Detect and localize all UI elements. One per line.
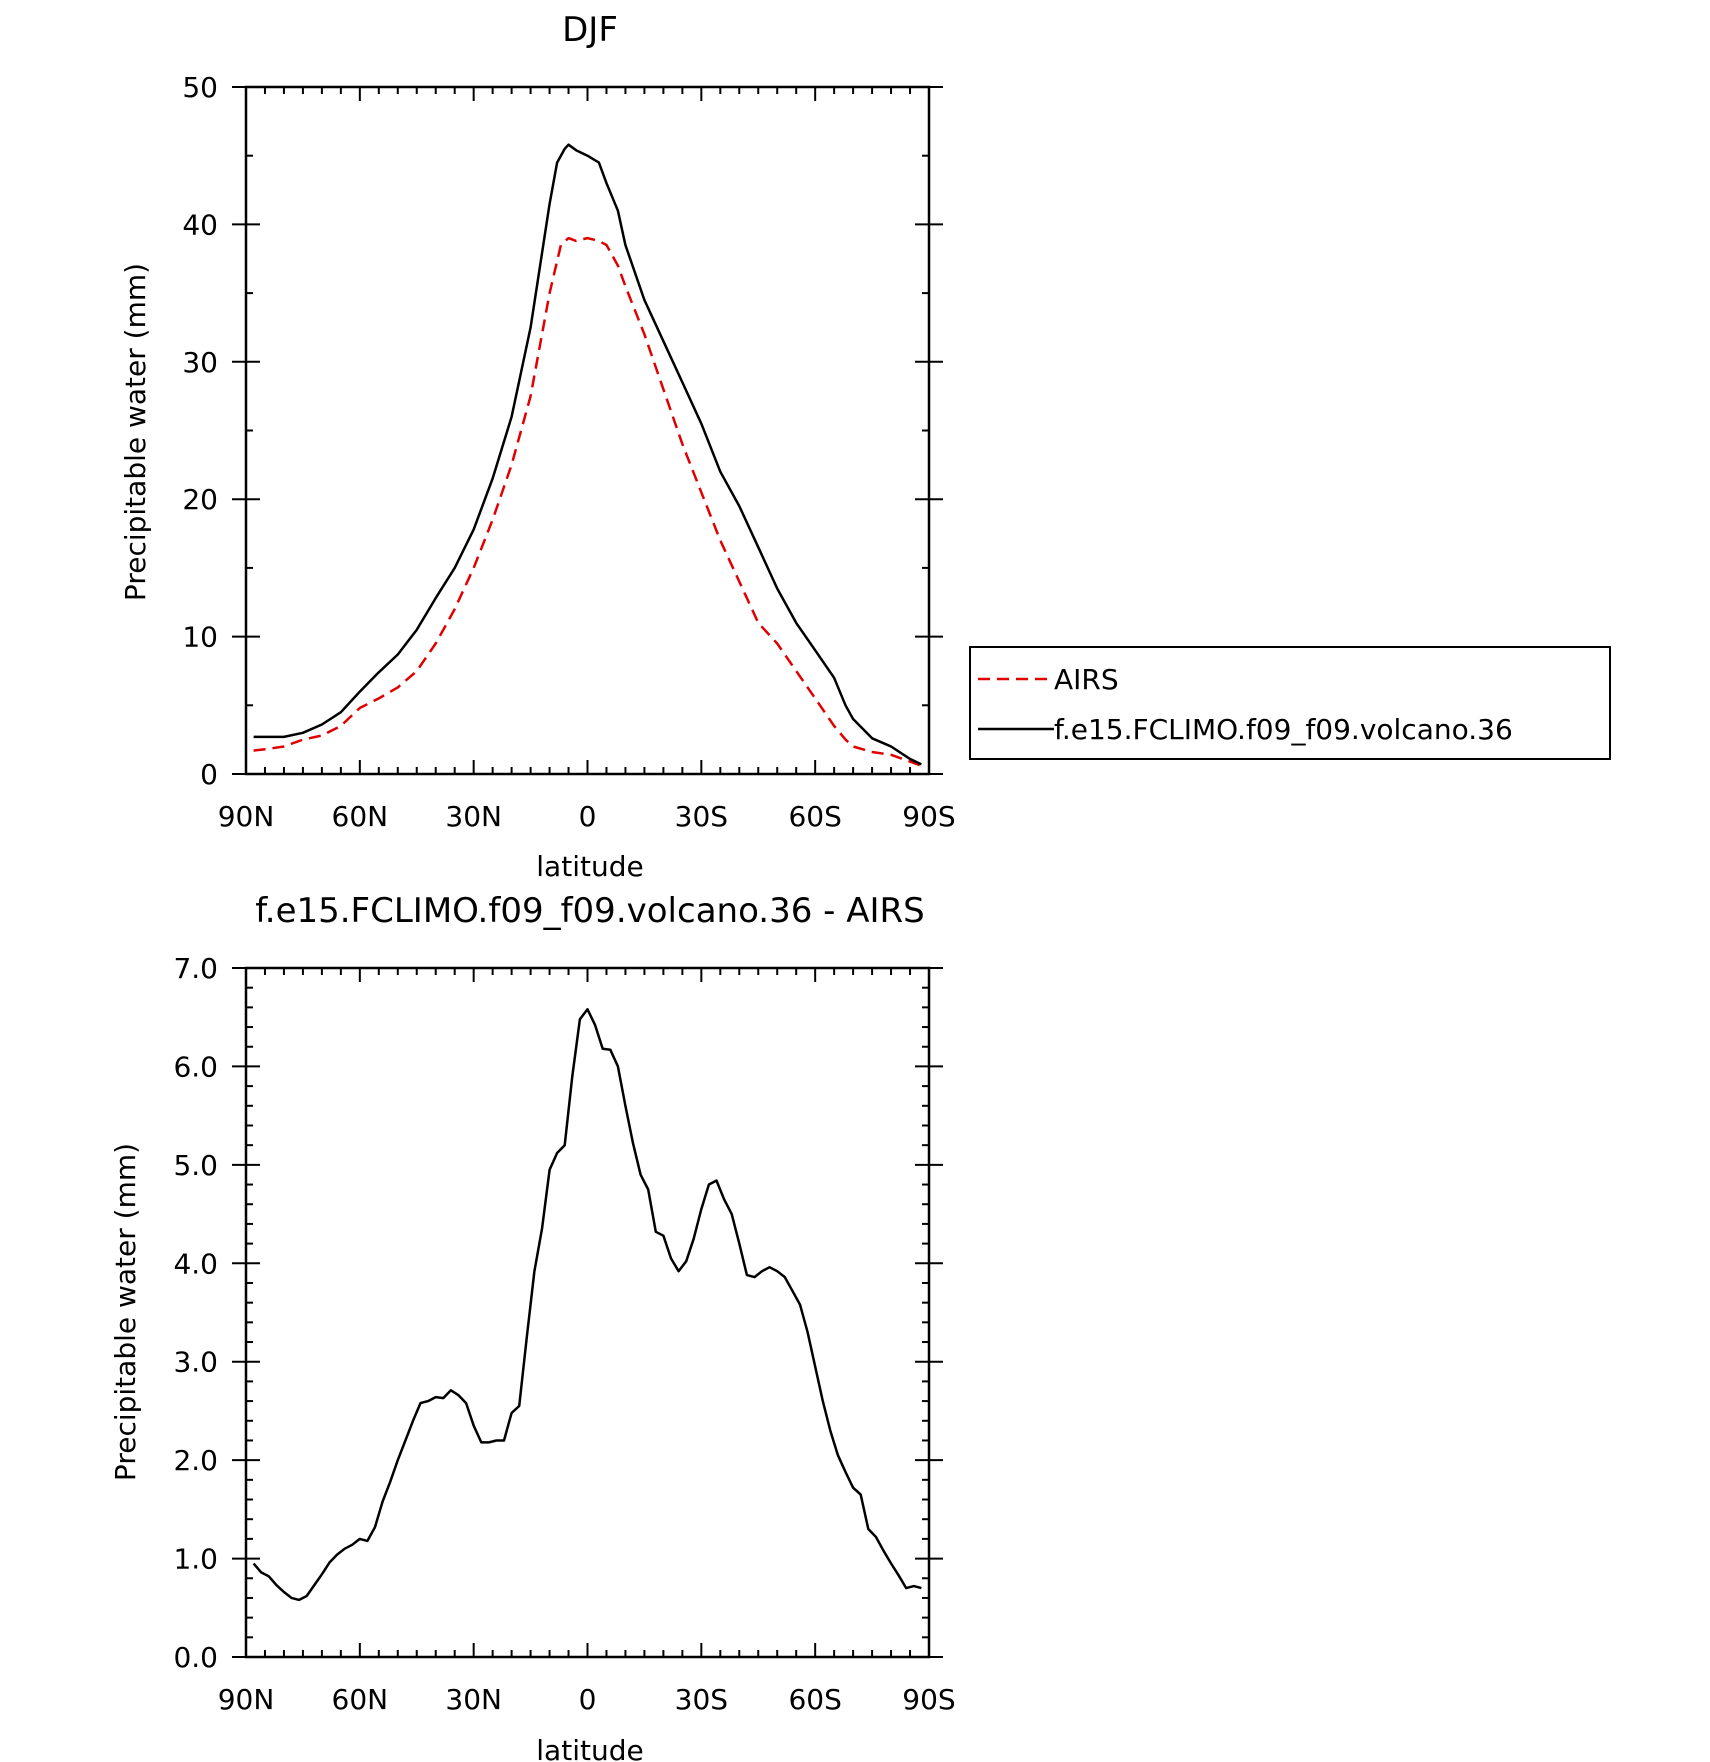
x-tick-label: 30N <box>445 1683 502 1716</box>
bottom-chart-panel: f.e15.FCLIMO.f09_f09.volcano.36 - AIRS l… <box>109 891 956 1762</box>
bottom-chart-series <box>252 1008 922 1602</box>
bottom-chart-plot-frame <box>244 966 931 1659</box>
x-tick-label: 90N <box>218 1683 275 1716</box>
x-tick-label: 60S <box>788 800 841 833</box>
x-tick-label: 30S <box>675 800 728 833</box>
y-tick-label: 4.0 <box>173 1247 218 1280</box>
x-tick-label: 60N <box>332 1683 389 1716</box>
y-tick-label: 1.0 <box>173 1543 218 1576</box>
y-tick-label: 20 <box>182 483 218 516</box>
top-series-line-0 <box>253 236 922 767</box>
x-tick-label: 60N <box>332 800 389 833</box>
legend-frame <box>969 646 1611 760</box>
y-tick-label: 30 <box>182 346 218 379</box>
top-chart-ticks: 90N 60N 30N 0 30S 60S 90S 0 10 20 30 40 50 <box>182 71 955 833</box>
legend-label-model: f.e15.FCLIMO.f09_f09.volcano.36 <box>1054 713 1513 746</box>
y-tick-label: 6.0 <box>173 1050 218 1083</box>
x-tick-label: 30N <box>445 800 502 833</box>
x-tick-label: 90N <box>218 800 275 833</box>
y-tick-label: 50 <box>182 71 218 104</box>
top-chart-series <box>253 143 922 767</box>
y-tick-label: 0.0 <box>173 1641 218 1674</box>
y-tick-label: 5.0 <box>173 1149 218 1182</box>
x-tick-label: 90S <box>902 800 955 833</box>
top-series-line-1 <box>253 143 922 766</box>
bottom-chart-y-axis-label: Precipitable water (mm) <box>109 1143 142 1481</box>
y-tick-label: 2.0 <box>173 1444 218 1477</box>
y-tick-label: 10 <box>182 621 218 654</box>
x-tick-label: 30S <box>675 1683 728 1716</box>
bottom-series-line-0 <box>252 1008 922 1602</box>
top-chart-panel: DJF latitude Precipitable water (mm) 90N… <box>119 10 956 883</box>
y-tick-label: 0 <box>200 758 218 791</box>
y-tick-label: 40 <box>182 208 218 241</box>
bottom-chart-x-axis-label: latitude <box>536 1734 643 1762</box>
legend-label-airs: AIRS <box>1054 663 1119 696</box>
top-chart-legend: AIRS f.e15.FCLIMO.f09_f09.volcano.36 <box>969 646 1611 760</box>
top-chart-y-axis-label: Precipitable water (mm) <box>119 263 152 601</box>
top-chart-x-axis-label: latitude <box>536 850 643 883</box>
x-tick-label: 0 <box>579 800 597 833</box>
top-chart-title: DJF <box>562 10 618 50</box>
bottom-chart-title: f.e15.FCLIMO.f09_f09.volcano.36 - AIRS <box>255 891 924 931</box>
bottom-chart-ticks: 90N 60N 30N 0 30S 60S 90S 0.0 1.0 2.0 3.0 4.0 5.0 6.0… <box>173 952 955 1716</box>
x-tick-label: 90S <box>902 1683 955 1716</box>
top-chart-plot-frame <box>244 85 931 776</box>
y-tick-label: 3.0 <box>173 1346 218 1379</box>
x-tick-label: 0 <box>579 1683 597 1716</box>
x-tick-label: 60S <box>788 1683 841 1716</box>
y-tick-label: 7.0 <box>173 952 218 985</box>
